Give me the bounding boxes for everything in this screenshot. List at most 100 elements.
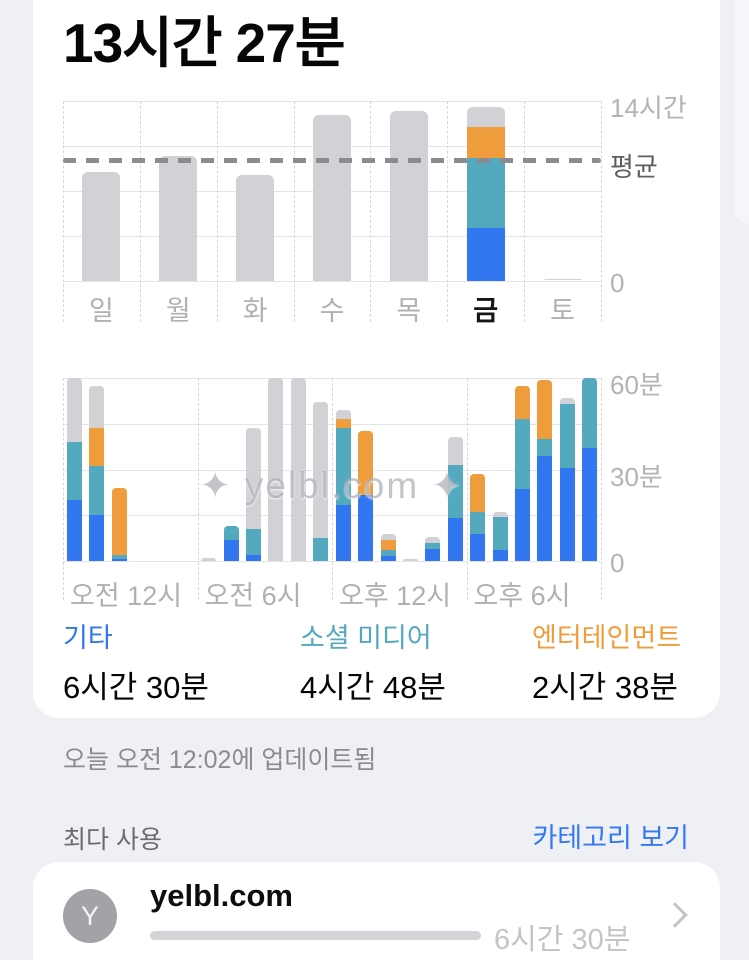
axis-label-day: 월	[165, 296, 191, 326]
avatar-initial: Y	[80, 900, 99, 931]
bar-segment-teal	[313, 538, 329, 561]
gridline-vertical	[601, 378, 602, 600]
hourly-bar-22[interactable]	[559, 397, 575, 561]
bar-segment-orange	[466, 127, 505, 158]
show-categories-link[interactable]: 카테고리 보기	[532, 823, 689, 853]
hourly-bar-23[interactable]	[582, 378, 598, 561]
hourly-bar-7[interactable]	[223, 525, 239, 561]
legend-item-other: 기타 6시간 30분	[63, 622, 293, 707]
bar-segment-bar_gray	[402, 558, 418, 561]
weekly-bar-4[interactable]	[389, 111, 428, 281]
hourly-bar-20[interactable]	[515, 385, 531, 561]
weekly-bar-chart[interactable]: 일 월 화 수 목 금 토 14시간 평균 0	[63, 93, 687, 326]
hourly-bar-18[interactable]	[470, 474, 486, 561]
bar-segment-orange	[111, 487, 127, 555]
bar-segment-teal	[425, 542, 441, 549]
weekly-bar-6[interactable]	[543, 279, 582, 281]
bar-segment-bar_gray	[466, 107, 505, 128]
axis-label-y: 평균	[610, 152, 658, 183]
gridline-vertical	[447, 101, 449, 322]
hourly-bar-10[interactable]	[290, 378, 306, 561]
hourly-bar-2[interactable]	[111, 487, 127, 561]
weekly-bar-1[interactable]	[159, 156, 198, 281]
weekly-bar-0[interactable]	[82, 171, 121, 281]
gridline-vertical	[216, 101, 218, 322]
hourly-bar-12[interactable]	[335, 410, 351, 561]
usage-summary-card	[33, 0, 720, 718]
legend-item-entertainment: 엔터테인먼트 2시간 38분	[532, 622, 749, 707]
updated-timestamp: 오늘 오전 12:02에 업데이트됨	[63, 746, 377, 774]
legend-label-social: 소셜 미디어	[300, 623, 432, 653]
bar-segment-orange	[537, 379, 553, 439]
bar-segment-teal	[66, 442, 82, 500]
bar-segment-blue	[582, 448, 598, 561]
hourly-bar-15[interactable]	[402, 558, 418, 561]
axis-label-day: 토	[550, 296, 575, 326]
bar-segment-bar_gray	[236, 174, 275, 281]
usage-duration: 6시간 30분	[494, 924, 631, 956]
axis-label-y: 0	[610, 548, 625, 578]
bar-segment-bar_gray	[425, 536, 441, 543]
most-used-card	[33, 862, 720, 960]
hourly-bar-11[interactable]	[313, 402, 329, 561]
hourly-bar-6[interactable]	[201, 557, 217, 561]
avatar: Y	[63, 889, 117, 943]
hourly-bar-9[interactable]	[268, 378, 284, 561]
bar-segment-teal	[111, 554, 127, 560]
axis-label-day: 화	[242, 296, 268, 326]
weekly-bar-5[interactable]	[466, 107, 505, 281]
bar-segment-teal	[559, 403, 575, 468]
axis-label-time: 오후 6시	[473, 581, 571, 611]
hourly-bar-1[interactable]	[89, 385, 105, 561]
hourly-bar-21[interactable]	[537, 379, 553, 561]
hourly-bar-chart[interactable]: 오전 12시 오전 6시 오후 12시 오후 6시 60분 30분 0	[63, 370, 663, 611]
axis-label-day: 목	[396, 296, 422, 326]
bar-segment-blue	[358, 495, 374, 561]
legend-value-entertainment: 2시간 38분	[532, 670, 678, 705]
hourly-bar-16[interactable]	[425, 536, 441, 561]
gridline-vertical	[524, 101, 526, 322]
bar-segment-bar_gray	[543, 279, 582, 281]
gridline	[63, 101, 601, 102]
hourly-bar-19[interactable]	[492, 511, 508, 561]
bar-segment-blue	[515, 489, 531, 561]
bar-segment-teal	[246, 528, 262, 555]
bar-segment-teal	[515, 419, 531, 490]
axis-label-y: 30분	[610, 461, 663, 492]
bar-segment-teal	[223, 525, 239, 540]
gridline-vertical	[370, 101, 372, 322]
gridline	[63, 281, 601, 282]
bar-segment-bar_gray	[201, 557, 217, 561]
bar-segment-bar_gray	[66, 378, 82, 443]
legend-value-social: 4시간 48분	[300, 670, 446, 705]
total-usage-title: 13시간 27분	[63, 12, 345, 74]
hourly-bar-13[interactable]	[358, 431, 374, 561]
bar-segment-blue	[89, 515, 105, 561]
average-line	[63, 158, 601, 164]
axis-label-time: 오전 12시	[70, 581, 183, 611]
gridline-vertical	[139, 101, 141, 322]
bar-segment-bar_gray	[159, 156, 198, 281]
bar-segment-blue	[246, 554, 262, 561]
hourly-bar-17[interactable]	[447, 437, 463, 561]
hourly-bar-0[interactable]	[66, 378, 82, 561]
weekly-bar-2[interactable]	[236, 174, 275, 281]
bar-segment-orange	[358, 431, 374, 496]
bar-segment-bar_gray	[290, 378, 306, 561]
bar-segment-bar_gray	[380, 533, 396, 540]
bar-segment-blue	[492, 550, 508, 561]
bar-segment-teal	[380, 550, 396, 557]
bar-segment-blue	[380, 556, 396, 561]
axis-label-time: 오후 12시	[339, 581, 452, 611]
usage-progress-bar	[150, 931, 481, 940]
bar-segment-bar_gray	[447, 437, 463, 465]
hourly-bar-14[interactable]	[380, 533, 396, 561]
gridline-vertical	[63, 378, 64, 600]
bar-segment-blue	[447, 518, 463, 561]
legend-value-other: 6시간 30분	[63, 670, 209, 705]
weekly-bar-3[interactable]	[313, 115, 351, 281]
hourly-bar-8[interactable]	[246, 428, 262, 561]
gridline-vertical	[601, 101, 602, 322]
bar-segment-bar_gray	[559, 397, 575, 404]
